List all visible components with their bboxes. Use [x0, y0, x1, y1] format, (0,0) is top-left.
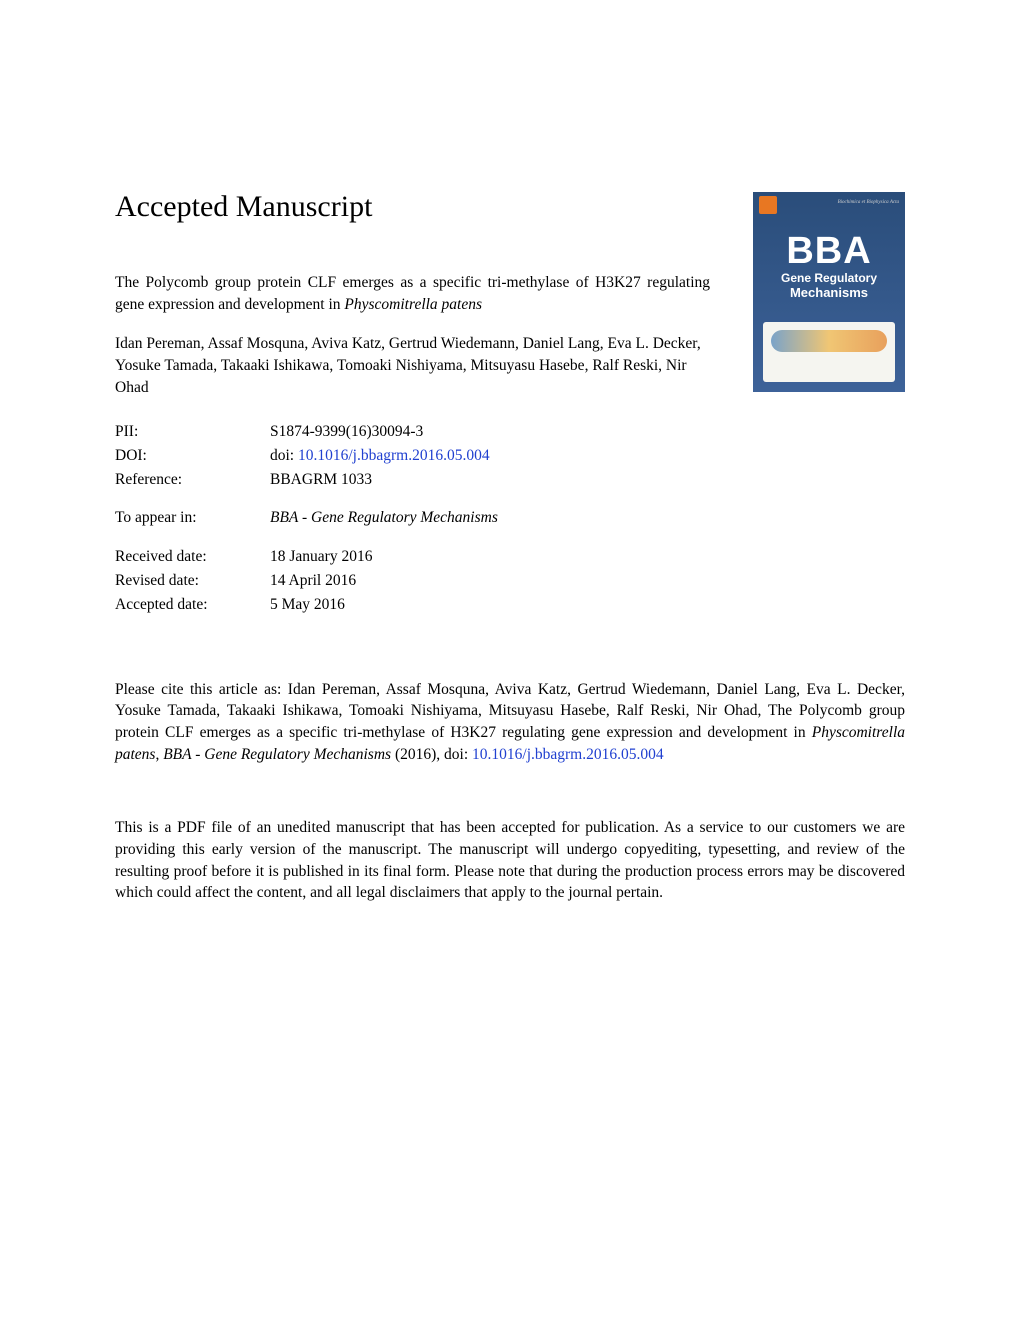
revised-value: 14 April 2016: [270, 569, 356, 593]
pii-label: PII:: [115, 420, 270, 444]
meta-row-doi: DOI: doi: 10.1016/j.bbagrm.2016.05.004: [115, 444, 905, 468]
appear-label: To appear in:: [115, 506, 270, 530]
authors-list: Idan Pereman, Assaf Mosquna, Aviva Katz,…: [115, 333, 710, 398]
citation-prefix: Please cite this article as: Idan Perema…: [115, 681, 905, 741]
meta-row-revised: Revised date: 14 April 2016: [115, 569, 905, 593]
disclaimer-text: This is a PDF file of an unedited manusc…: [115, 817, 905, 904]
cover-top-text: Biochimica et Biophysica Acta: [838, 200, 899, 205]
accepted-label: Accepted date:: [115, 593, 270, 617]
elsevier-logo-icon: [759, 196, 777, 214]
revised-label: Revised date:: [115, 569, 270, 593]
appear-value: BBA - Gene Regulatory Mechanisms: [270, 506, 498, 530]
reference-value: BBAGRM 1033: [270, 468, 372, 492]
meta-row-reference: Reference: BBAGRM 1033: [115, 468, 905, 492]
doi-label: DOI:: [115, 444, 270, 468]
doi-prefix: doi:: [270, 447, 298, 464]
meta-row-received: Received date: 18 January 2016: [115, 545, 905, 569]
reference-label: Reference:: [115, 468, 270, 492]
received-value: 18 January 2016: [270, 545, 372, 569]
metadata-table: PII: S1874-9399(16)30094-3 DOI: doi: 10.…: [115, 420, 905, 616]
citation-doi-link[interactable]: 10.1016/j.bbagrm.2016.05.004: [472, 746, 664, 763]
cover-background: Biochimica et Biophysica Acta BBA Gene R…: [753, 192, 905, 392]
title-species: Physcomitrella patens: [344, 296, 482, 313]
received-label: Received date:: [115, 545, 270, 569]
article-title: The Polycomb group protein CLF emerges a…: [115, 272, 710, 315]
cover-bba-text: BBA: [753, 230, 905, 273]
cover-subtitle-1: Gene Regulatory: [753, 271, 905, 285]
doi-value: doi: 10.1016/j.bbagrm.2016.05.004: [270, 444, 490, 468]
meta-row-accepted: Accepted date: 5 May 2016: [115, 593, 905, 617]
pii-value: S1874-9399(16)30094-3: [270, 420, 423, 444]
citation-suffix: (2016), doi:: [391, 746, 472, 763]
accepted-value: 5 May 2016: [270, 593, 345, 617]
citation-block: Please cite this article as: Idan Perema…: [115, 679, 905, 766]
doi-link[interactable]: 10.1016/j.bbagrm.2016.05.004: [298, 447, 490, 464]
cover-subtitle-2: Mechanisms: [753, 285, 905, 300]
citation-journal: BBA - Gene Regulatory Mechanisms: [163, 746, 391, 763]
cover-title-block: BBA Gene Regulatory Mechanisms: [753, 230, 905, 300]
meta-row-appear: To appear in: BBA - Gene Regulatory Mech…: [115, 506, 905, 530]
cover-diagram-icon: [763, 322, 895, 382]
journal-cover: Biochimica et Biophysica Acta BBA Gene R…: [753, 192, 905, 392]
meta-row-pii: PII: S1874-9399(16)30094-3: [115, 420, 905, 444]
